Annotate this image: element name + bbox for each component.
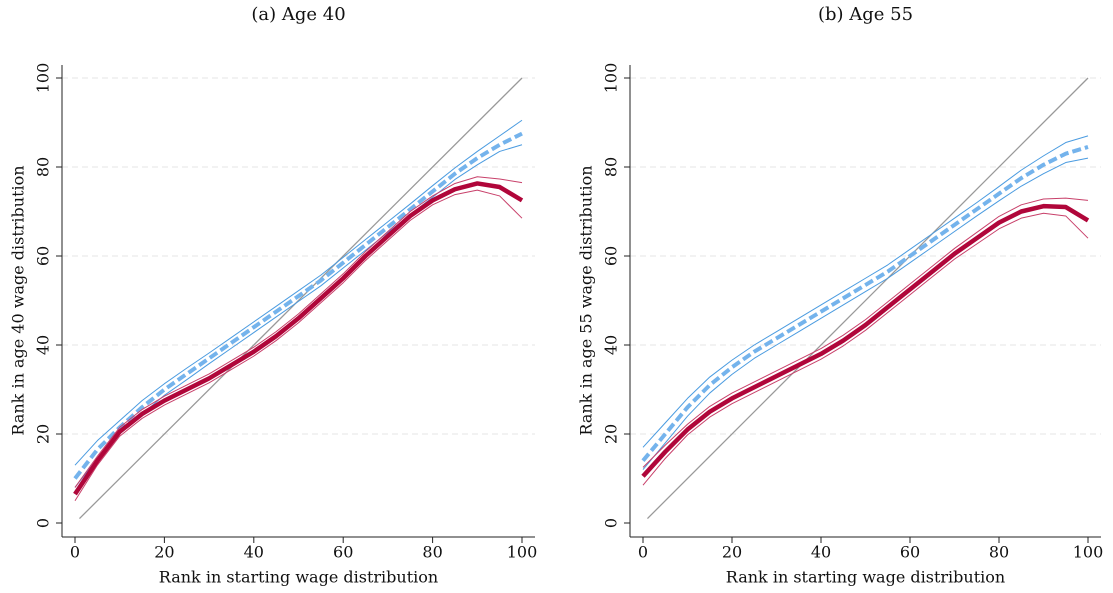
x-tick-label: 100 bbox=[1073, 543, 1104, 562]
x-tick-label: 60 bbox=[333, 543, 353, 562]
y-tick-label: 0 bbox=[34, 518, 53, 528]
x-tick-label: 40 bbox=[244, 543, 264, 562]
series-line bbox=[642, 157, 1089, 470]
series-line bbox=[74, 176, 523, 488]
x-tick-label: 20 bbox=[722, 543, 742, 562]
y-tick-label: 0 bbox=[602, 518, 621, 528]
x-axis-title: Rank in starting wage distribution bbox=[159, 568, 438, 587]
chart-title: (a) Age 40 bbox=[251, 4, 345, 25]
x-tick-label: 100 bbox=[507, 543, 538, 562]
series-line bbox=[642, 212, 1089, 486]
y-tick-label: 100 bbox=[602, 63, 621, 94]
y-tick-label: 40 bbox=[34, 335, 53, 355]
x-tick-label: 20 bbox=[154, 543, 174, 562]
series-line bbox=[73, 131, 523, 480]
series-line bbox=[642, 135, 1089, 448]
y-tick-label: 80 bbox=[34, 157, 53, 177]
y-tick-label: 60 bbox=[34, 246, 53, 266]
y-tick-label: 80 bbox=[602, 157, 621, 177]
y-axis-title: Rank in age 55 wage distribution bbox=[577, 165, 596, 435]
series-line bbox=[642, 197, 1089, 468]
x-axis-title: Rank in starting wage distribution bbox=[726, 568, 1005, 587]
x-tick-label: 0 bbox=[70, 543, 80, 562]
series-line bbox=[641, 203, 1090, 478]
chart-title: (b) Age 55 bbox=[818, 4, 913, 25]
y-tick-label: 60 bbox=[602, 246, 621, 266]
y-tick-label: 20 bbox=[602, 424, 621, 444]
series-line bbox=[646, 77, 1089, 520]
series-line bbox=[641, 145, 1089, 462]
y-tick-label: 20 bbox=[34, 424, 53, 444]
series-line bbox=[74, 119, 523, 466]
series-line bbox=[79, 77, 523, 520]
x-tick-label: 80 bbox=[989, 543, 1009, 562]
y-axis-title: Rank in age 40 wage distribution bbox=[9, 165, 28, 435]
series-line bbox=[73, 181, 524, 496]
x-tick-label: 60 bbox=[900, 543, 920, 562]
y-tick-label: 40 bbox=[602, 335, 621, 355]
x-tick-label: 40 bbox=[811, 543, 831, 562]
x-tick-label: 80 bbox=[422, 543, 442, 562]
series-line bbox=[74, 189, 523, 502]
y-tick-label: 100 bbox=[34, 63, 53, 94]
x-tick-label: 0 bbox=[638, 543, 648, 562]
